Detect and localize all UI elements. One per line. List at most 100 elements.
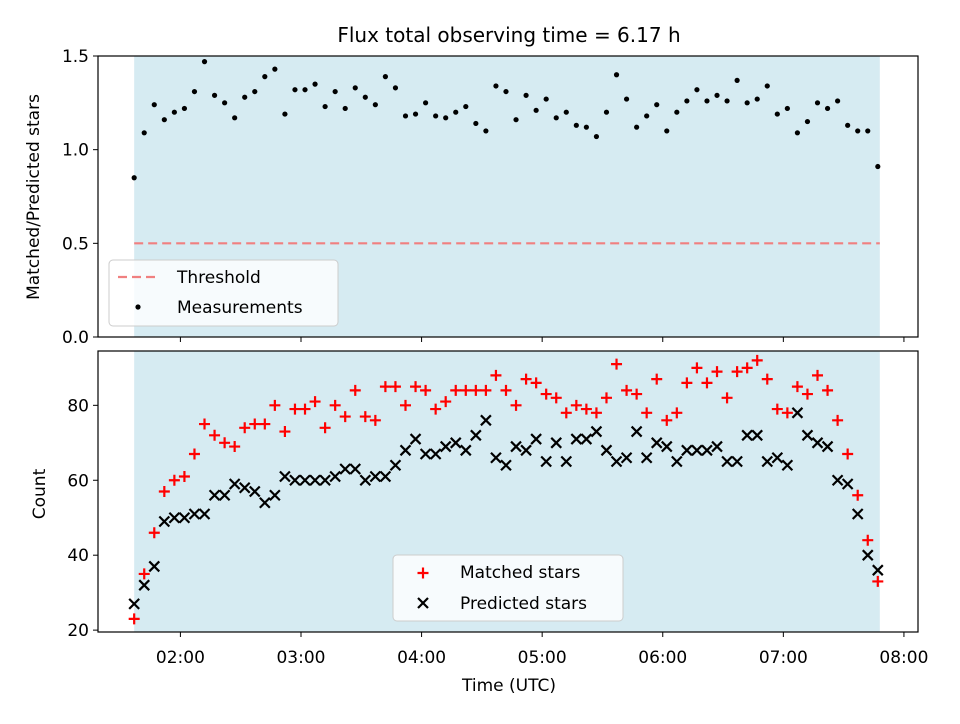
measurement-point xyxy=(262,74,268,80)
measurement-point xyxy=(603,109,610,115)
predicted-star-point xyxy=(379,470,392,483)
matched-star-point xyxy=(600,392,612,404)
measurement-point xyxy=(181,105,188,112)
predicted-star-point xyxy=(570,433,583,445)
measurement-point xyxy=(784,105,790,112)
measurement-point xyxy=(774,111,780,117)
measurement-point xyxy=(382,74,389,80)
predicted-star-point xyxy=(821,440,834,453)
predicted-star-point xyxy=(851,508,864,520)
matched-star-point xyxy=(771,403,783,415)
measurement-point xyxy=(855,128,861,134)
measurement-point xyxy=(563,109,569,115)
measurement-point xyxy=(734,77,740,83)
measurement-point xyxy=(232,115,238,121)
matched-star-point xyxy=(430,403,442,415)
matched-star-point xyxy=(540,388,552,400)
predicted-star-point xyxy=(841,478,854,490)
predicted-star-point xyxy=(530,433,542,445)
legend-measurements-swatch xyxy=(135,304,141,310)
matched-star-point xyxy=(289,403,301,415)
matched-star-point xyxy=(249,418,261,430)
measurement-point xyxy=(352,85,358,91)
predicted-star-point xyxy=(238,481,251,494)
matched-star-point xyxy=(410,381,422,393)
legend-matched-swatch xyxy=(417,567,429,579)
predicted-star-point xyxy=(500,459,512,472)
top-legend-frame xyxy=(108,259,339,327)
predicted-star-point xyxy=(510,440,522,453)
predicted-star-point xyxy=(590,425,603,438)
bottom-axes-frame xyxy=(97,350,919,633)
legend-predicted-label: Predicted stars xyxy=(460,594,587,614)
predicted-star-point xyxy=(861,549,874,561)
measurement-point xyxy=(674,109,680,115)
predicted-star-point xyxy=(811,437,824,449)
matched-star-point xyxy=(339,411,351,423)
matched-star-point xyxy=(611,358,623,370)
measurement-point xyxy=(222,100,228,106)
predicted-star-point xyxy=(439,440,452,453)
bottom-x-tick-label: 07:00 xyxy=(759,648,808,668)
measurement-point xyxy=(342,105,348,112)
top-panel: 0.0 0.5 1.0 1.5 Matched/Predicted stars Thr… xyxy=(24,47,919,348)
top-y-tick-label: 1.0 xyxy=(62,141,89,161)
measurement-point xyxy=(322,103,328,110)
predicted-star-point xyxy=(349,463,362,475)
matched-star-point xyxy=(138,568,150,580)
measurement-point xyxy=(553,115,559,121)
matched-star-point xyxy=(299,403,311,415)
predicted-star-point xyxy=(781,459,794,472)
matched-star-point xyxy=(852,489,864,501)
measurement-point xyxy=(835,98,841,104)
matched-star-point xyxy=(651,373,663,385)
measurement-point xyxy=(644,113,650,119)
predicted-star-point xyxy=(701,444,713,457)
matched-star-point xyxy=(148,527,160,539)
predicted-star-point xyxy=(490,452,502,464)
matched-star-point xyxy=(671,407,683,419)
predicted-star-point xyxy=(671,455,683,468)
matched-star-point xyxy=(490,369,502,381)
measurement-point xyxy=(724,98,730,104)
matched-star-point xyxy=(621,384,633,396)
bottom-y-tick-label: 60 xyxy=(67,471,89,491)
predicted-star-point xyxy=(550,437,563,449)
predicted-star-point xyxy=(269,489,281,502)
matched-star-point xyxy=(178,471,190,483)
measurement-point xyxy=(412,111,419,117)
measurement-point xyxy=(593,133,600,140)
predicted-star-point xyxy=(188,508,201,520)
predicted-star-point xyxy=(580,433,593,445)
measurement-point xyxy=(694,87,700,93)
predicted-star-point xyxy=(681,444,693,457)
bottom-y-ticks: 20 40 60 80 xyxy=(67,396,98,641)
measurement-point xyxy=(211,92,218,98)
matched-star-point xyxy=(269,399,281,411)
matched-star-point xyxy=(219,437,231,449)
top-legend: Threshold Measurements xyxy=(108,259,339,327)
matched-stars-points xyxy=(128,354,884,625)
predicted-star-point xyxy=(560,455,573,468)
matched-star-point xyxy=(761,373,773,385)
measurement-point xyxy=(814,100,821,106)
predicted-star-point xyxy=(460,444,472,457)
measurement-point xyxy=(794,130,801,136)
matched-star-point xyxy=(801,388,813,400)
matched-star-point xyxy=(319,422,331,434)
matched-star-point xyxy=(128,613,140,625)
measurement-point xyxy=(422,100,429,106)
predicted-star-point xyxy=(731,455,743,468)
measurement-points xyxy=(131,59,881,181)
measurement-point xyxy=(272,66,278,72)
measurement-point xyxy=(764,83,770,89)
predicted-star-point xyxy=(660,440,673,453)
matched-star-point xyxy=(168,474,180,486)
predicted-star-point xyxy=(138,579,151,591)
matched-star-point xyxy=(781,407,793,419)
matched-star-point xyxy=(721,392,733,404)
measurement-point xyxy=(664,128,670,134)
top-y-tick-label: 1.5 xyxy=(62,47,89,67)
